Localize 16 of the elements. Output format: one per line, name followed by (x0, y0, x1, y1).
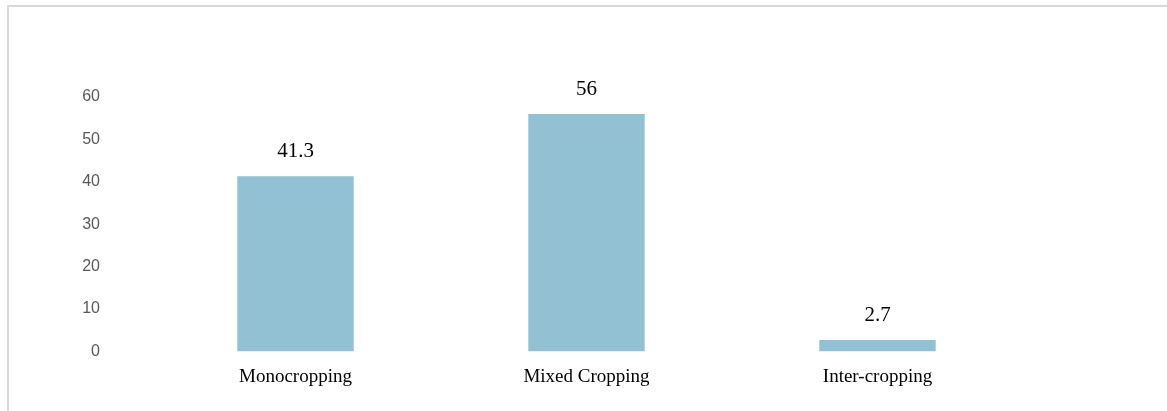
y-tick-label: 20 (82, 257, 101, 275)
y-tick-label: 50 (82, 129, 101, 147)
bar (528, 113, 645, 352)
x-tick-label: Inter-cropping (822, 364, 933, 386)
x-tick-label: Mixed Cropping (523, 364, 651, 386)
data-label: 56 (576, 75, 597, 100)
y-tick-label: 10 (82, 299, 101, 317)
y-tick-label: 30 (82, 214, 101, 232)
y-tick-label: 0 (91, 341, 101, 359)
data-label: 41.3 (277, 138, 314, 163)
y-tick-label: 40 (82, 172, 101, 190)
data-label: 2.7 (864, 301, 891, 326)
x-tick-label: Monocropping (239, 364, 353, 386)
bar (237, 176, 354, 352)
y-tick-label: 60 (82, 87, 101, 105)
bar (819, 339, 936, 352)
